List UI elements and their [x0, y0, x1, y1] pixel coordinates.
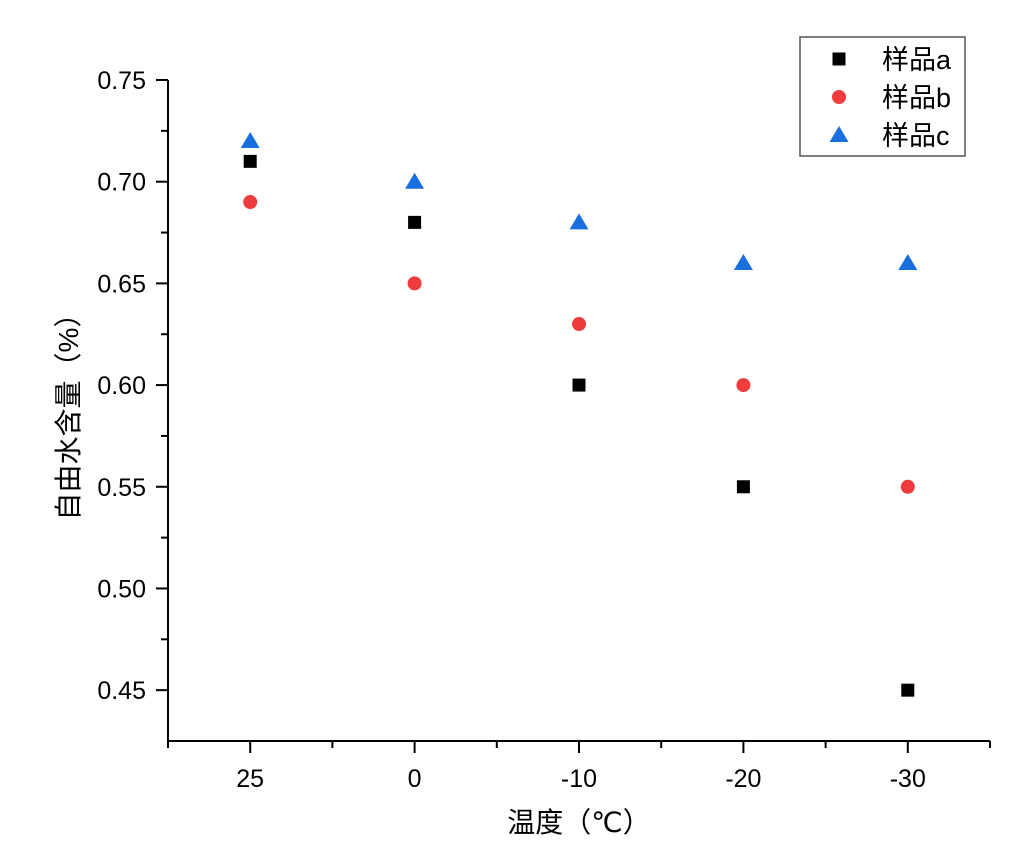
y-tick-label: 0.55 [97, 474, 146, 502]
axes: 0.45 0.50 0.55 0.60 0.65 0.70 0.75 25 0 -10 -20 -30 [97, 67, 991, 793]
x-tick-label: -20 [725, 765, 761, 793]
y-tick-label: 0.50 [97, 575, 146, 603]
data-point-circle [243, 195, 258, 210]
y-tick-label: 0.75 [97, 67, 146, 95]
y-tick-label: 0.65 [97, 270, 146, 298]
x-tick-label: 25 [236, 765, 264, 793]
data-point-triangle [898, 254, 918, 271]
data-point-triangle [733, 254, 753, 271]
x-axis-label: 温度（℃） [507, 807, 650, 838]
legend-marker-triangle [829, 126, 849, 142]
data-point-square [572, 378, 586, 392]
legend-box [799, 36, 966, 157]
legend-label: 样品a [882, 45, 952, 75]
data-point-triangle [405, 172, 425, 189]
data-point-circle [900, 479, 915, 494]
y-tick-label: 0.60 [97, 372, 146, 400]
x-tick-label: -10 [561, 765, 597, 793]
legend-marker-square [832, 52, 846, 66]
legend: 样品a 样品b 样品c [799, 36, 966, 157]
data-point-circle [736, 378, 751, 393]
data-point-square [901, 683, 915, 697]
x-tick-label: 0 [408, 765, 422, 793]
data-point-circle [572, 317, 586, 332]
data-point-square [408, 215, 422, 229]
data-point-circle [407, 276, 422, 291]
y-tick-label: 0.45 [97, 677, 146, 705]
y-tick-label: 0.70 [97, 169, 146, 197]
data-point-square [243, 154, 257, 168]
legend-label: 样品c [882, 121, 950, 151]
data-point-triangle [240, 132, 260, 149]
data-point-triangle [569, 213, 589, 230]
x-tick-label: -30 [890, 765, 926, 793]
legend-marker-circle [832, 90, 846, 104]
data-point-square [736, 480, 750, 494]
legend-label: 样品b [882, 83, 951, 113]
y-axis-label: 自由水含量（%） [53, 300, 84, 521]
data-marks [240, 132, 918, 697]
